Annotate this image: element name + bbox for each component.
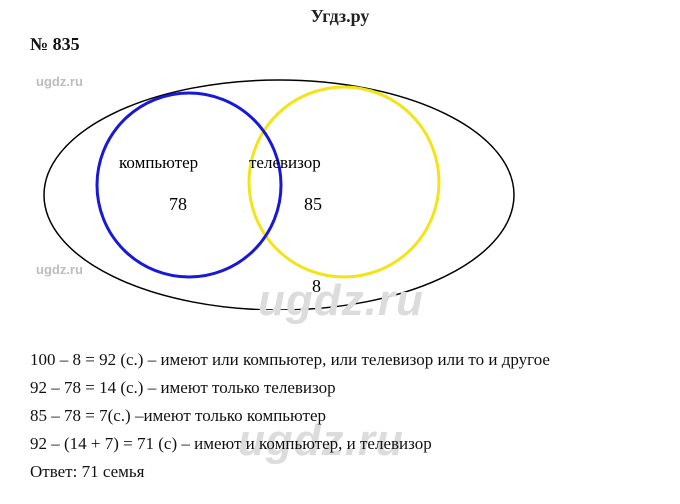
svg-text:телевизор: телевизор — [249, 153, 321, 172]
watermark-small-bottom: ugdz.ru — [36, 262, 83, 277]
site-header: Угдз.ру — [0, 0, 680, 27]
solution-line: 92 – (14 + 7) = 71 (с) – имеют и компьют… — [30, 430, 550, 458]
solution-answer: Ответ: 71 семья — [30, 458, 550, 486]
solution-block: 100 – 8 = 92 (с.) – имеют или компьютер,… — [30, 346, 550, 486]
svg-text:85: 85 — [304, 194, 322, 214]
solution-line: 85 – 78 = 7(с.) –имеют только компьютер — [30, 402, 550, 430]
svg-text:компьютер: компьютер — [119, 153, 198, 172]
solution-line: 92 – 78 = 14 (с.) – имеют только телевиз… — [30, 374, 550, 402]
venn-svg: компьютер телевизор 78 85 8 — [24, 60, 544, 310]
solution-line: 100 – 8 = 92 (с.) – имеют или компьютер,… — [30, 346, 550, 374]
svg-text:78: 78 — [169, 194, 187, 214]
svg-text:8: 8 — [312, 276, 321, 296]
venn-diagram: компьютер телевизор 78 85 8 — [24, 60, 544, 310]
problem-number: № 835 — [30, 34, 80, 55]
watermark-small-top: ugdz.ru — [36, 74, 83, 89]
site-name: Угдз.ру — [311, 6, 370, 26]
